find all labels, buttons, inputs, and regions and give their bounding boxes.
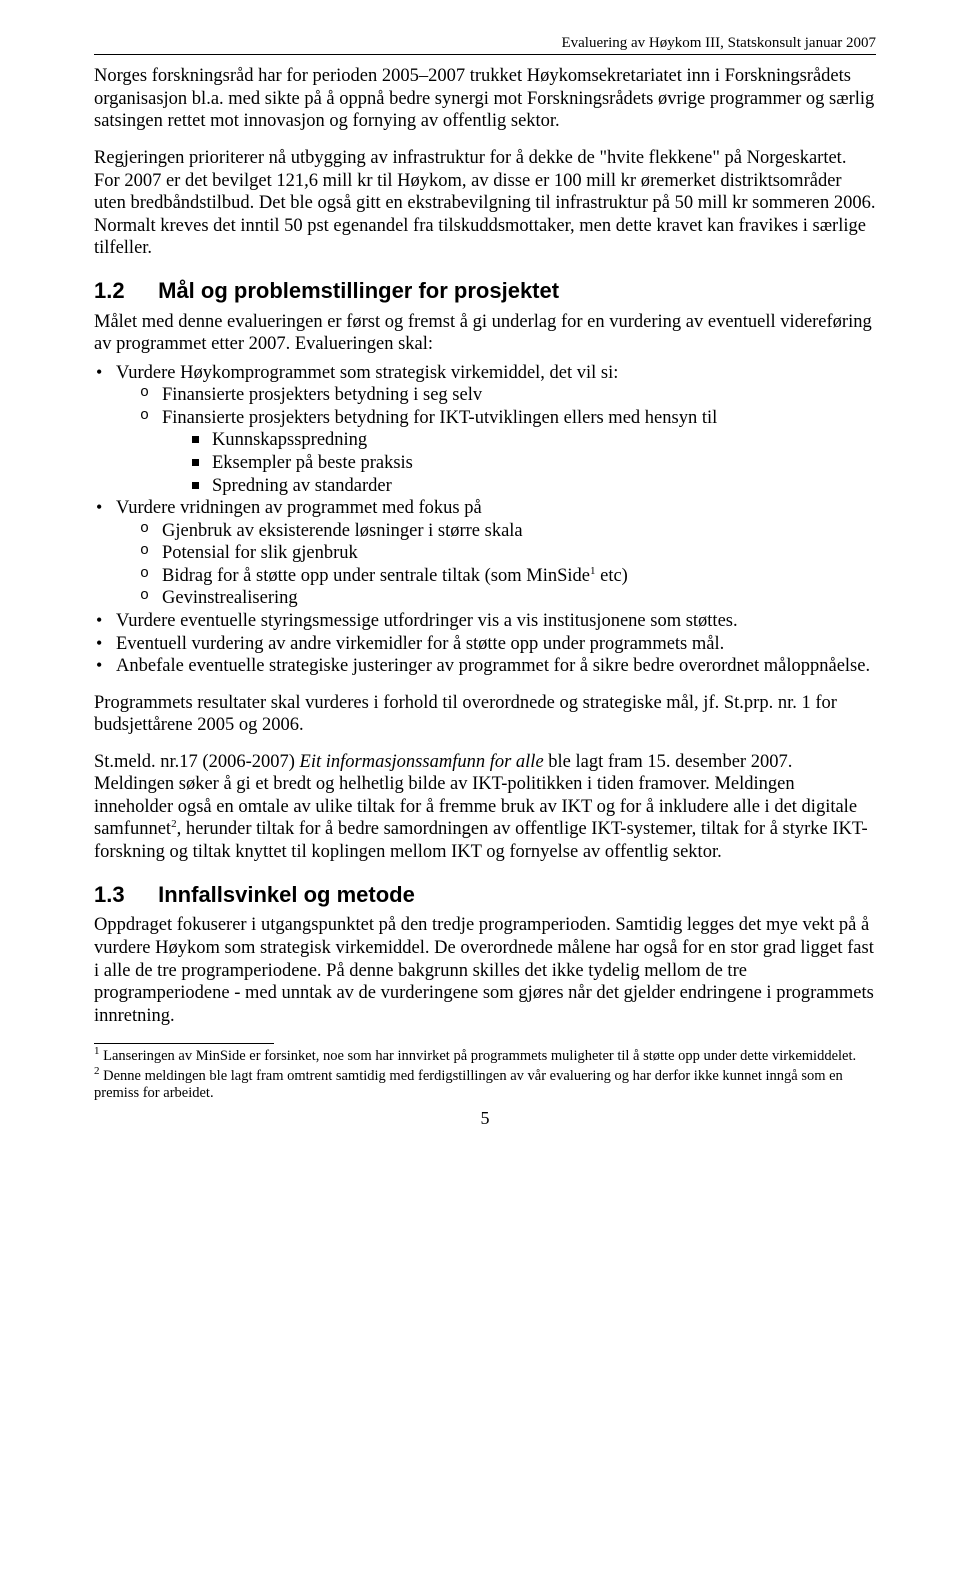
page-number: 5 xyxy=(94,1108,876,1130)
body-paragraph: Programmets resultater skal vurderes i f… xyxy=(94,692,876,737)
list-item: Vurdere vridningen av programmet med fok… xyxy=(94,497,876,610)
section-title: Mål og problemstillinger for prosjektet xyxy=(158,278,559,303)
sublist: Gjenbruk av eksisterende løsninger i stø… xyxy=(116,520,876,610)
body-paragraph: St.meld. nr.17 (2006-2007) Eit informasj… xyxy=(94,751,876,864)
body-paragraph: Norges forskningsråd har for perioden 20… xyxy=(94,65,876,133)
sublist: Finansierte prosjekters betydning i seg … xyxy=(116,384,876,497)
list-item: Gevinstrealisering xyxy=(138,587,876,610)
list-item: Spredning av standarder xyxy=(190,475,876,498)
section-heading-1-2: 1.2 Mål og problemstillinger for prosjek… xyxy=(94,278,876,305)
list-item: Vurdere Høykomprogrammet som strategisk … xyxy=(94,362,876,497)
text-italic: Eit informasjonssamfunn for alle xyxy=(300,752,544,772)
bullet-list: Vurdere Høykomprogrammet som strategisk … xyxy=(94,362,876,678)
list-item: Eventuell vurdering av andre virkemidler… xyxy=(94,633,876,656)
footnote-text: Denne meldingen ble lagt fram omtrent sa… xyxy=(94,1068,843,1101)
list-item: Gjenbruk av eksisterende løsninger i stø… xyxy=(138,520,876,543)
footnote-1: 1 Lanseringen av MinSide er forsinket, n… xyxy=(94,1048,876,1065)
list-item: Finansierte prosjekters betydning for IK… xyxy=(138,407,876,497)
footnote-text: Lanseringen av MinSide er forsinket, noe… xyxy=(100,1048,857,1064)
list-item-text: Finansierte prosjekters betydning for IK… xyxy=(162,408,717,428)
header-rule xyxy=(94,54,876,55)
section-title: Innfallsvinkel og metode xyxy=(158,882,415,907)
list-item-text: Vurdere vridningen av programmet med fok… xyxy=(116,498,482,518)
list-item: Bidrag for å støtte opp under sentrale t… xyxy=(138,565,876,588)
footnote-separator xyxy=(94,1043,274,1044)
list-item: Vurdere eventuelle styringsmessige utfor… xyxy=(94,610,876,633)
section-number: 1.3 xyxy=(94,882,152,909)
document-page: Evaluering av Høykom III, Statskonsult j… xyxy=(0,0,960,1570)
text-run: St.meld. nr.17 (2006-2007) xyxy=(94,752,300,772)
footnote-2: 2 Denne meldingen ble lagt fram omtrent … xyxy=(94,1068,876,1103)
list-item-text: Bidrag for å støtte opp under sentrale t… xyxy=(162,566,590,586)
section-heading-1-3: 1.3 Innfallsvinkel og metode xyxy=(94,882,876,909)
body-paragraph: Målet med denne evalueringen er først og… xyxy=(94,311,876,356)
list-item: Potensial for slik gjenbruk xyxy=(138,542,876,565)
sub-sublist: Kunnskapsspredning Eksempler på beste pr… xyxy=(162,429,876,497)
list-item: Kunnskapsspredning xyxy=(190,429,876,452)
list-item: Finansierte prosjekters betydning i seg … xyxy=(138,384,876,407)
list-item: Eksempler på beste praksis xyxy=(190,452,876,475)
running-header: Evaluering av Høykom III, Statskonsult j… xyxy=(94,34,876,52)
body-paragraph: Regjeringen prioriterer nå utbygging av … xyxy=(94,147,876,260)
list-item: Anbefale eventuelle strategiske justerin… xyxy=(94,655,876,678)
body-paragraph: Oppdraget fokuserer i utgangspunktet på … xyxy=(94,914,876,1027)
section-number: 1.2 xyxy=(94,278,152,305)
list-item-text: etc) xyxy=(595,566,627,586)
list-item-text: Vurdere Høykomprogrammet som strategisk … xyxy=(116,363,618,383)
text-run: , herunder tiltak for å bedre samordning… xyxy=(94,819,868,862)
